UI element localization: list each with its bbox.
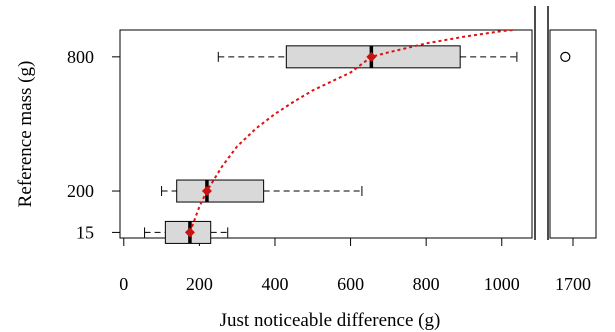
y-tick-label: 15 bbox=[76, 222, 94, 242]
x-tick-label: 0 bbox=[119, 274, 128, 294]
boxes-layer bbox=[144, 45, 571, 244]
outlier-plot-frame bbox=[549, 29, 597, 239]
fit-curve-layer bbox=[188, 30, 514, 233]
main-plot-frame bbox=[119, 29, 533, 239]
outlier-point bbox=[560, 51, 571, 62]
fit-curve bbox=[188, 30, 514, 233]
x-tick-label: 800 bbox=[413, 274, 440, 294]
x-tick-label: 1000 bbox=[484, 274, 520, 294]
outlier-panel bbox=[549, 29, 597, 239]
x-tick-label: 600 bbox=[337, 274, 364, 294]
markers-layer bbox=[184, 51, 377, 238]
y-axis: 15 200 800 bbox=[67, 47, 120, 242]
y-tick-label: 200 bbox=[67, 181, 94, 201]
mean-marker bbox=[201, 186, 212, 197]
box-iqr bbox=[176, 179, 265, 203]
x-axis: 0 200 400 600 800 1000 1700 bbox=[119, 238, 591, 294]
y-axis-title: Reference mass (g) bbox=[15, 61, 36, 208]
y-tick-label: 800 bbox=[67, 47, 94, 67]
x-tick-label: 1700 bbox=[555, 274, 591, 294]
main-panel bbox=[119, 29, 533, 239]
mean-marker bbox=[184, 227, 195, 238]
x-axis-title: Just noticeable difference (g) bbox=[220, 310, 441, 331]
x-tick-label: 400 bbox=[261, 274, 288, 294]
x-tick-label: 200 bbox=[186, 274, 213, 294]
mean-marker bbox=[366, 51, 377, 62]
